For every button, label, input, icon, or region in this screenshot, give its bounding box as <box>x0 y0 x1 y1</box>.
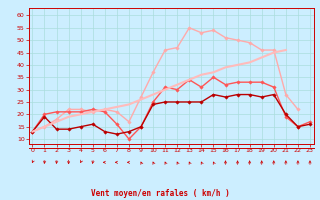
Text: Vent moyen/en rafales ( km/h ): Vent moyen/en rafales ( km/h ) <box>91 189 229 198</box>
